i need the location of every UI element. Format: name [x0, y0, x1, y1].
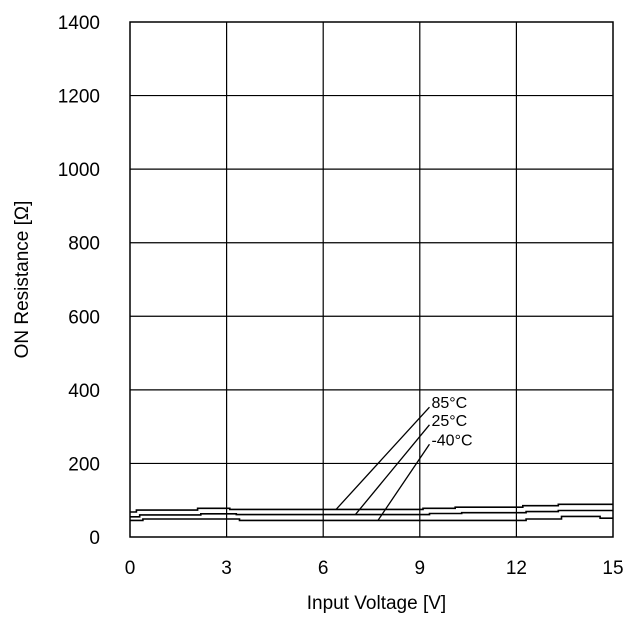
- annotation-leader-line: [377, 443, 430, 521]
- annotation-label: 85°C: [431, 395, 467, 412]
- annotations: 85°C25°C -40°C: [335, 395, 473, 521]
- y-tick-label: 200: [68, 454, 100, 475]
- y-tick-label: 0: [89, 528, 100, 549]
- x-tick-label: 0: [125, 558, 136, 579]
- annotation-label: 25°C: [431, 413, 467, 430]
- y-axis-label: ON Resistance [Ω]: [12, 201, 33, 359]
- series-line: [130, 509, 613, 518]
- plot-frame: [129, 21, 614, 538]
- x-tick-label: 15: [602, 558, 623, 579]
- x-tick-labels: 0 3 6 9 12 15: [125, 558, 624, 579]
- x-tick-label: 12: [506, 558, 527, 579]
- x-axis-label: Input Voltage [V]: [307, 593, 446, 614]
- y-tick-label: 800: [68, 234, 100, 255]
- x-tick-label: 3: [221, 558, 232, 579]
- y-tick-label: 1000: [58, 160, 100, 181]
- annotation-leader-line: [335, 406, 430, 510]
- y-tick-label: 400: [68, 381, 100, 402]
- annotation-label: -40°C: [431, 432, 472, 449]
- series-line: [130, 515, 613, 522]
- annotation-leader-line: [354, 424, 430, 515]
- x-tick-label: 6: [318, 558, 329, 579]
- y-tick-labels: 0 200 400 600 800 1000 1200 1400: [58, 13, 100, 549]
- y-tick-label: 1400: [58, 13, 100, 34]
- series-lines: [130, 503, 613, 522]
- series-line: [130, 503, 613, 513]
- y-tick-label: 1200: [58, 87, 100, 108]
- y-tick-label: 600: [68, 307, 100, 328]
- grid: [130, 22, 613, 537]
- x-tick-label: 9: [415, 558, 426, 579]
